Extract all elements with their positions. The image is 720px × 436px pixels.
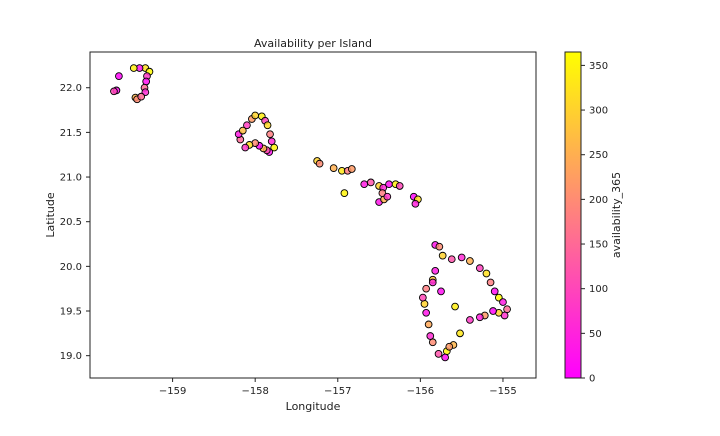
colorbar-tick-label: 350 (589, 61, 608, 72)
data-point (441, 353, 449, 362)
colorbar-tick-label: 250 (589, 150, 608, 161)
data-point (267, 137, 276, 146)
data-point (482, 269, 491, 278)
colorbar-label: availability_365 (610, 172, 623, 258)
data-point (490, 287, 499, 296)
data-point (424, 320, 433, 329)
data-point (110, 87, 118, 96)
data-point (137, 92, 146, 101)
data-point (437, 287, 445, 296)
data-point (466, 257, 474, 265)
x-axis-label: Longitude (286, 400, 341, 413)
data-point (411, 199, 420, 208)
data-point (129, 64, 138, 72)
data-point (360, 180, 369, 189)
data-point (435, 242, 444, 251)
data-point (340, 189, 349, 197)
data-point (426, 332, 435, 340)
data-point (475, 313, 484, 322)
data-point (428, 278, 437, 287)
data-point (243, 121, 251, 130)
colorbar-tick-label: 150 (589, 240, 608, 251)
data-point (457, 253, 466, 262)
x-tick-label: −156 (407, 386, 434, 397)
data-point (315, 159, 324, 168)
x-tick-label: −155 (489, 386, 516, 397)
data-point (447, 255, 456, 264)
data-point (499, 298, 507, 306)
colorbar-tick-label: 100 (589, 284, 608, 295)
data-point (241, 143, 250, 152)
y-axis: 19.0 19.5 20.0 20.5 21.0 21.5 22.0 (60, 83, 90, 362)
data-point (466, 316, 474, 324)
data-point (395, 182, 404, 190)
colorbar (564, 51, 582, 379)
data-point (422, 308, 431, 317)
data-point (238, 126, 247, 135)
data-point (366, 178, 375, 187)
y-tick-label: 21.0 (60, 173, 82, 184)
data-point (142, 77, 151, 86)
colorbar-axis: 0 50 100 150 200 250 300 350 (581, 61, 608, 385)
data-point (329, 164, 338, 172)
data-point (434, 350, 443, 358)
data-point (422, 284, 431, 293)
data-point (438, 251, 447, 260)
data-point (251, 111, 260, 120)
data-point (115, 72, 123, 80)
data-point (428, 338, 437, 347)
data-point (383, 192, 392, 201)
data-point (266, 130, 274, 139)
data-point (503, 305, 511, 314)
y-tick-label: 20.5 (60, 217, 82, 228)
data-point (475, 264, 484, 272)
y-tick-label: 21.5 (60, 128, 82, 139)
chart-title: Availability per Island (254, 37, 372, 50)
colorbar-tick-label: 0 (589, 374, 595, 385)
data-point (486, 278, 495, 287)
data-point (270, 143, 279, 152)
data-point (263, 121, 272, 130)
data-point (451, 302, 459, 311)
data-point (385, 180, 393, 189)
y-tick-label: 19.0 (60, 351, 82, 362)
y-tick-label: 20.0 (60, 262, 82, 273)
colorbar-tick-label: 50 (589, 329, 602, 340)
x-tick-label: −158 (241, 386, 268, 397)
y-axis-label: Latitude (44, 192, 57, 238)
data-point (420, 300, 429, 308)
colorbar-tick-label: 300 (589, 106, 608, 117)
points-layer (110, 64, 511, 362)
data-point (445, 342, 454, 351)
x-axis: −159 −158 −157 −156 −155 (159, 378, 517, 397)
data-point (418, 293, 427, 302)
data-point (456, 329, 464, 338)
colorbar-tick-label: 200 (589, 195, 608, 206)
x-tick-label: −159 (159, 386, 186, 397)
data-point (431, 266, 440, 275)
data-point (347, 165, 356, 173)
x-tick-label: −157 (324, 386, 351, 397)
y-tick-label: 22.0 (60, 83, 82, 94)
data-point (489, 307, 497, 315)
y-tick-label: 19.5 (60, 307, 82, 318)
plot-frame (89, 51, 537, 379)
